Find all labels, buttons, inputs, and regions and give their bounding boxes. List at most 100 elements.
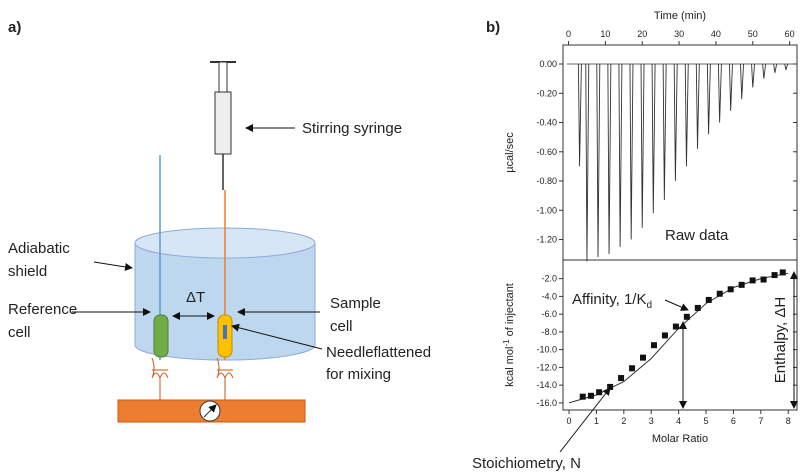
- data-point: [607, 383, 614, 390]
- data-point: [683, 313, 690, 320]
- injection-peak: [706, 64, 711, 135]
- x-tick-label: 1: [594, 416, 599, 426]
- x-axis-label: Time (min): [654, 10, 706, 22]
- label: cell: [330, 318, 353, 335]
- injection-peak: [662, 64, 667, 201]
- x-tick-label: 8: [786, 416, 791, 426]
- x-tick-label: 30: [674, 29, 684, 39]
- y-tick-label: -1.20: [536, 235, 557, 245]
- data-point: [771, 272, 778, 279]
- y-tick-label: -2.0: [541, 274, 557, 284]
- x-tick-label: 0: [566, 29, 571, 39]
- y-tick-label: -0.80: [536, 176, 557, 186]
- x-tick-label: 50: [748, 29, 758, 39]
- injection-peak: [640, 64, 645, 228]
- data-point: [587, 392, 594, 399]
- injection-peak: [577, 64, 582, 167]
- x-tick-label: 0: [567, 416, 572, 426]
- y-tick-label: -8.0: [541, 327, 557, 337]
- data-point: [760, 276, 767, 283]
- label: Reference: [8, 301, 77, 318]
- arrow: [664, 299, 689, 311]
- injection-peak: [607, 64, 612, 255]
- x-tick-label: 10: [600, 29, 610, 39]
- annotation: Stoichiometry, N: [472, 455, 581, 472]
- injection-peak: [773, 63, 778, 73]
- y-axis-label: kcal mol-1 of injectant: [502, 283, 516, 387]
- coils: [151, 357, 234, 400]
- panel-label: a): [8, 19, 21, 36]
- x-tick-label: 20: [637, 29, 647, 39]
- label: Needleflattened: [326, 344, 431, 361]
- x-axis-label: Molar Ratio: [652, 433, 708, 445]
- y-tick-label: -6.0: [541, 309, 557, 319]
- data-point: [596, 389, 603, 396]
- x-tick-label: 3: [649, 416, 654, 426]
- annotation: Raw data: [665, 227, 729, 244]
- x-tick-label: 2: [621, 416, 626, 426]
- injection-peak: [784, 63, 789, 70]
- injection-peak: [740, 63, 744, 100]
- label-part: -1: [502, 339, 511, 347]
- y-tick-label: -0.60: [536, 147, 557, 157]
- injection-peak: [596, 64, 601, 258]
- x-tick-label: 4: [676, 416, 681, 426]
- data-point: [749, 277, 756, 284]
- data-point: [629, 365, 636, 372]
- y-tick-label: -12.0: [536, 362, 557, 372]
- injection-peak: [717, 63, 722, 123]
- arrow: [559, 387, 611, 453]
- label: ΔT: [186, 289, 205, 306]
- label: Stirring syringe: [302, 120, 402, 137]
- injection-peak: [618, 64, 623, 247]
- label-part: kcal mol: [504, 347, 516, 387]
- y-tick-label: -14.0: [536, 380, 557, 390]
- x-tick-label: 7: [758, 416, 763, 426]
- data-point: [738, 281, 745, 288]
- syringe: [210, 61, 236, 190]
- y-tick-label: -16.0: [536, 398, 557, 408]
- panel-label: b): [486, 19, 500, 36]
- label: shield: [8, 263, 47, 280]
- label: Sample: [330, 295, 381, 312]
- data-point: [618, 375, 625, 382]
- annotation: Affinity, 1/Kd: [572, 291, 652, 311]
- injection-peak: [651, 64, 656, 214]
- x-tick-label: 60: [785, 29, 795, 39]
- y-tick-label: -0.40: [536, 118, 557, 128]
- y-axis-label: µcal/sec: [504, 132, 516, 173]
- data-point: [716, 290, 723, 297]
- data-point: [661, 332, 668, 339]
- injection-peak: [695, 64, 700, 149]
- label-part: of injectant: [504, 283, 516, 339]
- data-point: [705, 296, 712, 303]
- injection-peak: [585, 64, 590, 262]
- label: Adiabatic: [8, 240, 70, 257]
- injection-peak: [762, 63, 767, 79]
- x-tick-label: 6: [731, 416, 736, 426]
- y-tick-label: -1.00: [536, 205, 557, 215]
- data-point: [650, 342, 657, 349]
- x-tick-label: 5: [704, 416, 709, 426]
- data-point: [640, 354, 647, 361]
- injection-peak: [751, 63, 756, 88]
- data-point: [779, 269, 786, 276]
- y-tick-label: -0.20: [536, 88, 557, 98]
- label: for mixing: [326, 366, 391, 383]
- label-part: d: [646, 300, 652, 311]
- injection-peak: [729, 63, 733, 111]
- data-point: [694, 304, 701, 311]
- y-tick-label: -10.0: [536, 345, 557, 355]
- x-tick-label: 40: [711, 29, 721, 39]
- data-point: [579, 393, 586, 400]
- injection-peak: [684, 64, 689, 167]
- panel-a: a) Stirring syringe Adiabatic shield R: [8, 19, 431, 423]
- label: cell: [8, 324, 31, 341]
- y-tick-label: 0.00: [539, 59, 557, 69]
- y-tick-label: -4.0: [541, 291, 557, 301]
- annotation: Enthalpy, ΔH: [772, 297, 789, 383]
- injection-peak: [629, 64, 634, 240]
- data-point: [727, 286, 734, 293]
- label-part: Affinity, 1/K: [572, 291, 646, 308]
